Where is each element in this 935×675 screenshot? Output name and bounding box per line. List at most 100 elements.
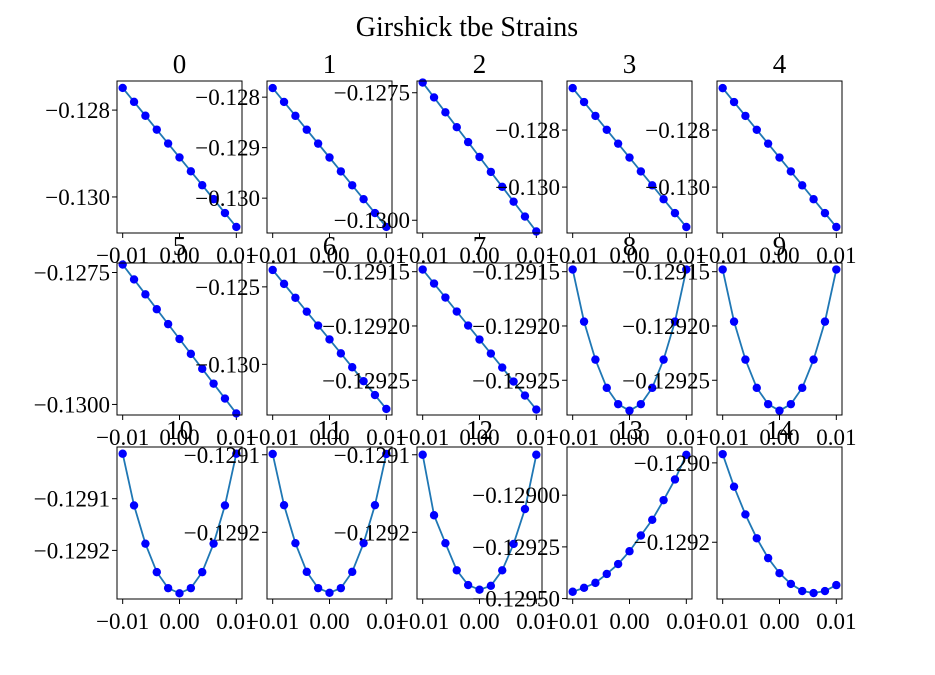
axes-frame — [266, 262, 393, 416]
data-point — [141, 111, 150, 120]
y-tick-label: −0.1291 — [334, 443, 410, 468]
data-point — [613, 139, 623, 148]
x-tick-label: −0.01 — [546, 243, 599, 268]
data-point — [313, 583, 323, 593]
subplot: 7−0.01 0.00 0.01−0.12915−0.12920−0.12925 — [322, 231, 556, 450]
x-tick-label: 0.01 — [216, 425, 256, 450]
x-tick-label: 0.00 — [759, 425, 799, 450]
data-point — [382, 404, 391, 414]
data-point — [441, 538, 450, 548]
subplot-title: 11 — [317, 415, 343, 445]
data-point — [152, 305, 161, 314]
data-point — [763, 139, 773, 148]
y-tick-label: −0.12915 — [322, 260, 410, 285]
x-tick-label: 0.01 — [516, 609, 556, 634]
data-point — [809, 195, 818, 204]
axes-frame — [416, 262, 543, 416]
data-point — [232, 449, 241, 458]
y-tick-label: −0.130 — [195, 352, 260, 377]
x-tick-label: 0.00 — [159, 609, 199, 634]
data-point — [763, 399, 773, 409]
data-point — [659, 495, 668, 505]
data-point — [718, 265, 727, 274]
x-tick-label: 0.01 — [216, 243, 256, 268]
data-point — [579, 97, 589, 107]
x-tick-label: 0.01 — [516, 425, 556, 450]
data-point — [359, 376, 368, 386]
subplot-title: 1 — [323, 49, 337, 79]
y-tick-label: −0.128 — [195, 85, 260, 110]
data-point — [820, 208, 830, 218]
data-point — [118, 83, 127, 93]
data-point — [359, 538, 368, 548]
data-point — [186, 349, 196, 359]
axes-frame — [416, 80, 543, 234]
y-tick-label: −0.1290 — [634, 451, 710, 476]
axes-frame — [716, 262, 843, 416]
y-tick-label: −0.128 — [45, 98, 110, 123]
data-point — [209, 539, 218, 548]
data-point — [429, 511, 439, 520]
data-point — [591, 578, 600, 588]
x-tick-label: 0.00 — [609, 243, 649, 268]
x-tick-label: −0.01 — [96, 609, 149, 634]
data-point — [220, 501, 230, 510]
subplot: 3 −0.01 0.00 0.01 −0.128 −0.130 — [495, 49, 706, 268]
y-tick-label: −0.125 — [195, 275, 260, 300]
data-point — [129, 275, 139, 284]
y-tick-label: −0.129 — [195, 136, 260, 161]
y-tick-label: −0.130 — [495, 175, 560, 200]
data-point — [220, 208, 230, 218]
x-tick-label: −0.01 — [396, 243, 449, 268]
x-tick-label: −0.01 — [246, 425, 299, 450]
x-tick-label: 0.01 — [366, 243, 406, 268]
data-point — [775, 406, 784, 415]
data-point — [209, 379, 218, 388]
data-point — [163, 139, 173, 148]
data-point — [302, 567, 311, 577]
data-point — [532, 227, 541, 236]
x-tick-label: 0.00 — [159, 425, 199, 450]
data-point — [648, 181, 657, 190]
x-tick-label: 0.01 — [516, 243, 556, 268]
y-tick-label: −0.12925 — [472, 368, 560, 393]
y-tick-label: −0.1300 — [34, 392, 110, 417]
data-point — [452, 566, 461, 575]
data-point — [325, 153, 334, 162]
subplot: 6 −0.01 0.00 0.01 −0.125 −0.130 — [195, 231, 406, 450]
y-tick-label: −0.12915 — [472, 260, 560, 285]
y-tick-label: −0.1292 — [334, 520, 410, 545]
y-tick-label: −0.1292 — [34, 538, 110, 563]
subplot: 9−0.01 0.00 0.01−0.12915−0.12920−0.12925 — [622, 231, 856, 450]
data-point — [348, 363, 357, 372]
data-point — [832, 222, 841, 232]
data-point — [682, 450, 691, 460]
subplot: 5 −0.01 0.00 0.01 −0.1275 −0.1300 — [34, 231, 257, 450]
data-point — [186, 167, 196, 176]
data-point — [198, 567, 207, 577]
x-tick-label: −0.01 — [546, 425, 599, 450]
data-point — [152, 125, 161, 134]
y-tick-label: −0.12925 — [322, 368, 410, 393]
data-point — [291, 538, 300, 548]
x-tick-label: 0.01 — [216, 609, 256, 634]
data-point — [741, 111, 750, 121]
data-point — [820, 586, 830, 596]
data-point — [752, 383, 761, 393]
data-point — [429, 279, 439, 288]
data-point — [313, 139, 323, 148]
data-point — [129, 501, 139, 510]
data-point — [659, 195, 668, 204]
data-point — [613, 399, 623, 409]
data-point — [232, 222, 241, 232]
x-tick-label: 0.01 — [666, 425, 706, 450]
data-point — [498, 182, 507, 191]
subplot-title: 8 — [623, 231, 637, 261]
data-point — [625, 153, 634, 162]
subplot-title: 9 — [773, 231, 787, 261]
y-tick-label: −0.12925 — [472, 535, 560, 560]
x-tick-label: 0.00 — [609, 425, 649, 450]
data-point — [475, 152, 484, 162]
data-point — [602, 125, 611, 134]
